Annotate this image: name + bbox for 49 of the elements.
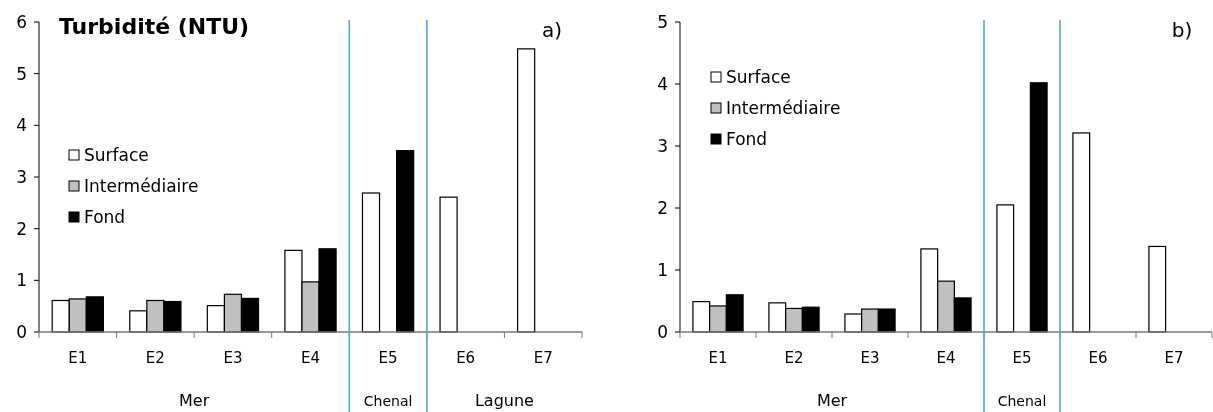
y-tick-label: 2: [657, 197, 668, 218]
x-tick-label: E7: [533, 349, 553, 367]
text: Lagune: [474, 391, 534, 410]
text: Mer: [816, 391, 848, 410]
y-tick-label: 4: [16, 115, 27, 136]
y-tick-label: 3: [657, 135, 668, 156]
bar: [439, 196, 458, 333]
x-tick-label: E7: [1164, 349, 1184, 367]
bar: [1029, 82, 1048, 333]
x-tick-label: E2: [145, 349, 165, 367]
x-tick-label: E6: [456, 349, 476, 367]
y-tick-label: 5: [16, 63, 27, 84]
y-tick-label: 1: [16, 270, 27, 291]
y-tick-label: 2: [16, 218, 27, 239]
legend-label: Intermédiaire: [84, 175, 199, 196]
x-tick-label: E6: [1088, 349, 1108, 367]
x-tick-label: E3: [223, 349, 243, 367]
x-tick-label: E4: [936, 349, 956, 367]
bar: [996, 204, 1015, 333]
bar: [1072, 132, 1091, 333]
x-tick-label: E3: [860, 349, 880, 367]
bar: [517, 48, 536, 333]
x-tick-label: E4: [300, 349, 321, 367]
annotation: a): [541, 18, 563, 42]
legend-label: Surface: [726, 66, 791, 87]
legend-label: Surface: [84, 144, 149, 165]
text: Chenal: [363, 393, 413, 409]
bar: [361, 192, 381, 333]
y-tick-label: 3: [16, 166, 27, 187]
text: Chenal: [997, 393, 1047, 409]
legend-label: Intermédiaire: [726, 97, 841, 118]
bar: [396, 150, 415, 333]
x-tick-label: E5: [378, 349, 398, 367]
y-tick-label: 0: [657, 321, 668, 342]
x-tick-label: E1: [68, 349, 88, 367]
x-tick-label: E5: [1012, 349, 1032, 367]
y-tick-label: 4: [657, 73, 668, 94]
legend-label: Fond: [84, 206, 126, 227]
annotation: b): [1171, 18, 1193, 42]
chart-title: Turbidité (NTU): [59, 14, 250, 39]
legend-label: Fond: [726, 128, 768, 149]
y-tick-label: 6: [16, 11, 27, 32]
y-tick-label: 1: [657, 259, 668, 280]
y-tick-label: 5: [657, 11, 668, 32]
y-tick-label: 0: [16, 321, 27, 342]
x-tick-label: E2: [784, 349, 804, 367]
x-tick-label: E1: [708, 349, 728, 367]
text: Mer: [179, 391, 210, 410]
bar: [1148, 245, 1167, 333]
